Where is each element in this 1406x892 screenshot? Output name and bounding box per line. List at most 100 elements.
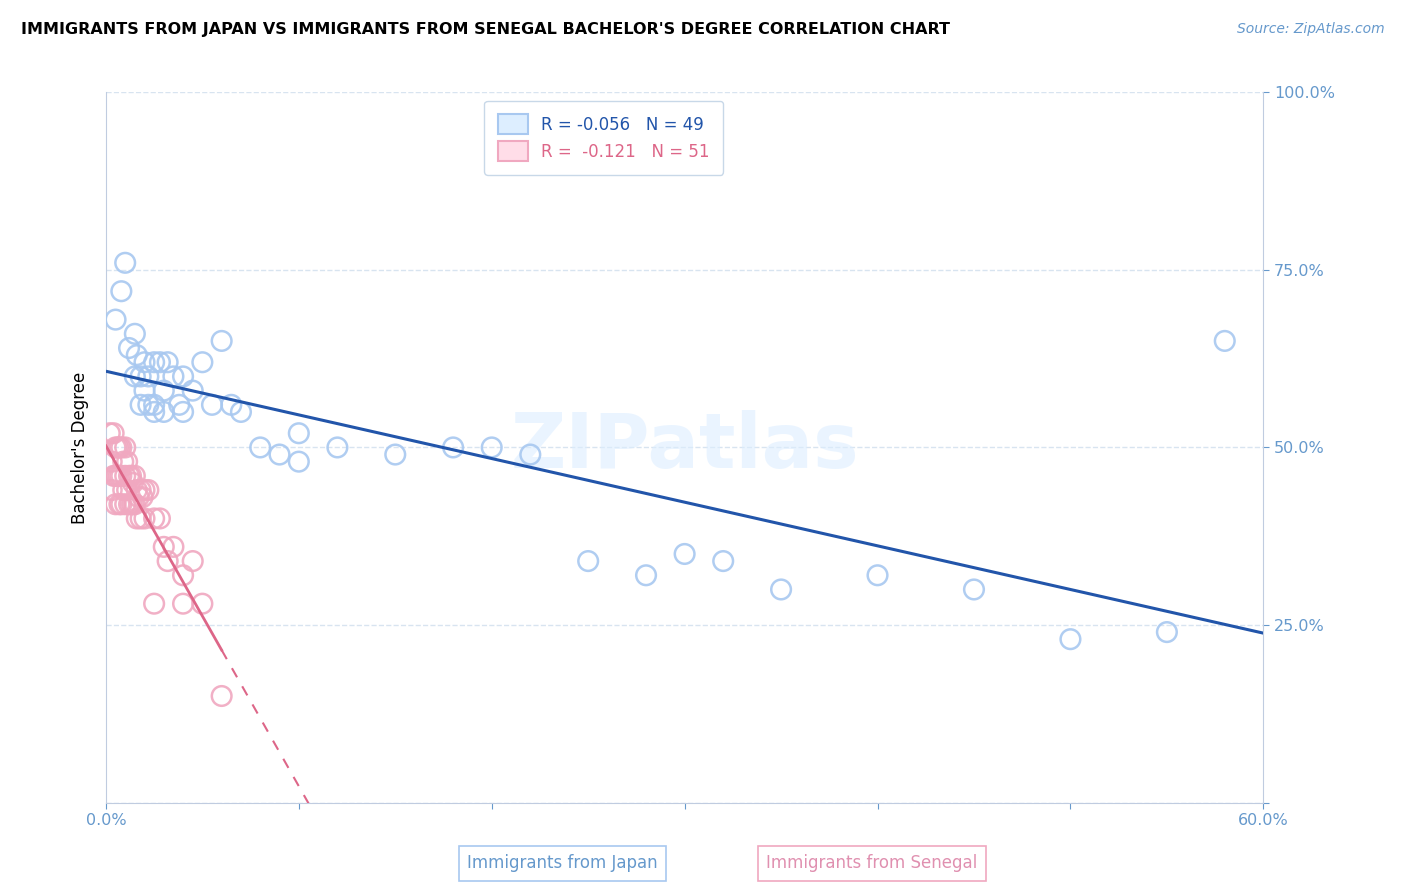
Point — [104, 468, 127, 483]
Point — [124, 468, 146, 483]
Point — [112, 455, 135, 469]
Point — [143, 405, 166, 419]
Point — [167, 398, 190, 412]
Point — [118, 468, 141, 483]
Point — [107, 441, 129, 455]
Point — [108, 441, 131, 455]
Point — [191, 355, 214, 369]
Point — [156, 554, 179, 568]
Point — [172, 405, 194, 419]
Point — [673, 547, 696, 561]
Point — [866, 568, 889, 582]
Point — [143, 511, 166, 525]
Point — [108, 468, 131, 483]
Point — [125, 511, 148, 525]
Text: ZIPatlas: ZIPatlas — [510, 410, 859, 484]
Point — [211, 334, 233, 348]
Text: Immigrants from Japan: Immigrants from Japan — [467, 855, 658, 872]
Point — [634, 568, 657, 582]
Point — [211, 689, 233, 703]
Point — [122, 497, 145, 511]
Point — [1059, 632, 1081, 647]
Point — [172, 597, 194, 611]
Point — [162, 540, 184, 554]
Point — [124, 497, 146, 511]
Point — [114, 468, 136, 483]
Text: Immigrants from Senegal: Immigrants from Senegal — [766, 855, 977, 872]
Point — [114, 256, 136, 270]
Point — [229, 405, 252, 419]
Point — [108, 497, 131, 511]
Point — [134, 483, 156, 497]
Legend: R = -0.056   N = 49, R =  -0.121   N = 51: R = -0.056 N = 49, R = -0.121 N = 51 — [484, 101, 723, 175]
Point — [143, 355, 166, 369]
Point — [122, 475, 145, 490]
Point — [152, 405, 174, 419]
Point — [112, 483, 135, 497]
Point — [770, 582, 793, 597]
Point — [288, 455, 311, 469]
Point — [110, 441, 132, 455]
Point — [114, 441, 136, 455]
Point — [120, 468, 142, 483]
Point — [103, 426, 125, 441]
Point — [172, 568, 194, 582]
Point — [963, 582, 986, 597]
Point — [124, 326, 146, 341]
Point — [115, 483, 138, 497]
Point — [269, 448, 291, 462]
Point — [129, 398, 152, 412]
Point — [138, 483, 160, 497]
Point — [100, 483, 122, 497]
Point — [181, 384, 204, 398]
Point — [152, 384, 174, 398]
Point — [249, 441, 271, 455]
Point — [1156, 625, 1178, 640]
Point — [129, 483, 152, 497]
Point — [103, 468, 125, 483]
Point — [711, 554, 734, 568]
Point — [110, 497, 132, 511]
Point — [172, 369, 194, 384]
Point — [104, 441, 127, 455]
Y-axis label: Bachelor's Degree: Bachelor's Degree — [72, 371, 89, 524]
Point — [326, 441, 349, 455]
Point — [128, 490, 150, 504]
Point — [110, 284, 132, 298]
Point — [156, 355, 179, 369]
Point — [107, 468, 129, 483]
Point — [201, 398, 224, 412]
Point — [481, 441, 503, 455]
Point — [115, 455, 138, 469]
Point — [181, 554, 204, 568]
Point — [519, 448, 541, 462]
Point — [134, 511, 156, 525]
Point — [98, 426, 121, 441]
Point — [149, 511, 172, 525]
Point — [143, 398, 166, 412]
Point — [100, 455, 122, 469]
Point — [114, 497, 136, 511]
Point — [104, 497, 127, 511]
Point — [131, 490, 153, 504]
Point — [125, 483, 148, 497]
Text: IMMIGRANTS FROM JAPAN VS IMMIGRANTS FROM SENEGAL BACHELOR'S DEGREE CORRELATION C: IMMIGRANTS FROM JAPAN VS IMMIGRANTS FROM… — [21, 22, 950, 37]
Point — [110, 468, 132, 483]
Point — [1213, 334, 1236, 348]
Point — [191, 597, 214, 611]
Point — [162, 369, 184, 384]
Point — [129, 369, 152, 384]
Point — [288, 426, 311, 441]
Point — [138, 398, 160, 412]
Point — [138, 369, 160, 384]
Point — [221, 398, 243, 412]
Point — [120, 497, 142, 511]
Point — [124, 369, 146, 384]
Point — [134, 355, 156, 369]
Point — [152, 540, 174, 554]
Point — [129, 511, 152, 525]
Point — [441, 441, 464, 455]
Point — [384, 448, 406, 462]
Point — [576, 554, 599, 568]
Point — [125, 348, 148, 362]
